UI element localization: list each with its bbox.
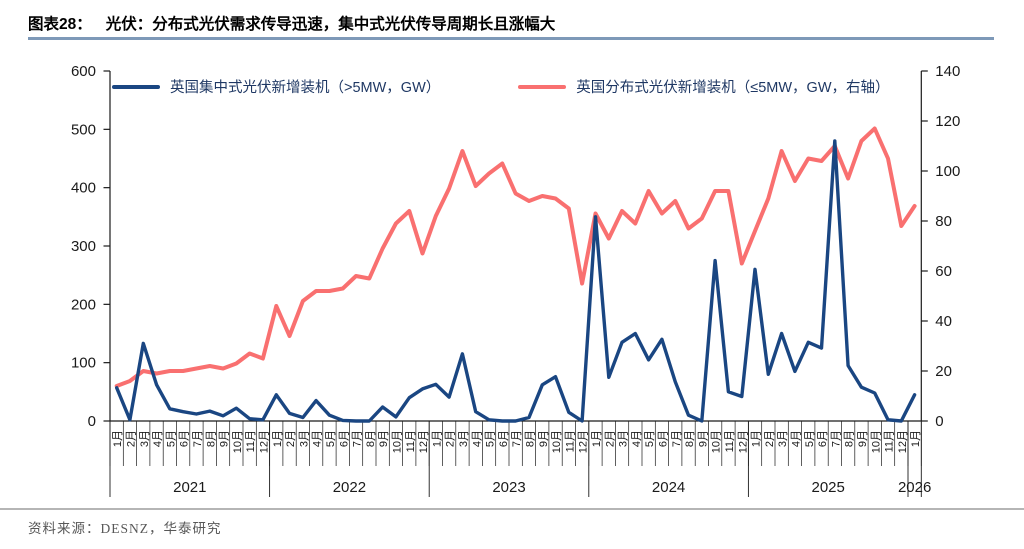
month-label: 5月	[485, 430, 497, 447]
month-label: 10月	[711, 430, 723, 453]
left-axis-tick-label: 100	[71, 355, 96, 372]
year-label: 2025	[812, 479, 845, 496]
chart-title: 图表28： 光伏：分布式光伏需求传导迅速，集中式光伏传导周期长且涨幅大	[28, 12, 555, 34]
figure-number: 图表28：	[28, 16, 92, 33]
left-axis-tick-label: 600	[71, 63, 96, 80]
month-label: 7月	[830, 430, 842, 447]
right-axis-tick-label: 40	[935, 313, 952, 330]
centralized-pv-line	[114, 139, 917, 423]
left-axis-tick-label: 200	[71, 296, 96, 313]
month-label: 9月	[219, 430, 231, 447]
right-axis-tick-label: 140	[935, 63, 960, 80]
footer-rule	[0, 508, 1024, 510]
month-label: 7月	[352, 430, 364, 447]
year-label: 2024	[652, 479, 685, 496]
month-label: 8月	[365, 430, 377, 447]
month-label: 8月	[205, 430, 217, 447]
month-label: 5月	[165, 430, 177, 447]
month-label: 6月	[817, 430, 829, 447]
month-label: 1月	[431, 430, 443, 447]
left-axis-tick-label: 400	[71, 180, 96, 197]
month-label: 11月	[724, 430, 736, 452]
year-label: 2023	[492, 479, 525, 496]
month-label: 3月	[777, 430, 789, 447]
month-label: 1月	[112, 430, 124, 447]
month-label: 10月	[391, 430, 403, 453]
legend-line-sample-centralized	[112, 84, 160, 89]
month-label: 4月	[312, 430, 324, 447]
right-axis-tick-label: 120	[935, 113, 960, 130]
month-label: 12月	[737, 430, 749, 453]
legend-label-distributed: 英国分布式光伏新增装机（≤5MW，GW，右轴）	[576, 80, 890, 96]
month-label: 12月	[258, 430, 270, 453]
month-label: 2月	[445, 430, 457, 447]
right-axis-tick-label: 60	[935, 263, 952, 280]
month-label: 9月	[538, 430, 550, 447]
year-label: 2021	[173, 479, 206, 496]
month-label: 5月	[325, 430, 337, 447]
month-label: 3月	[618, 430, 630, 447]
title-underline	[28, 37, 994, 40]
month-label: 1月	[272, 430, 284, 447]
month-label: 3月	[298, 430, 310, 447]
month-label: 2月	[604, 430, 616, 447]
left-axis-tick-label: 300	[71, 238, 96, 255]
month-label: 12月	[418, 430, 430, 453]
year-label: 2026	[898, 479, 931, 496]
chart-legend: 英国集中式光伏新增装机（>5MW，GW） 英国分布式光伏新增装机（≤5MW，GW…	[112, 76, 890, 97]
month-label: 11月	[245, 430, 257, 452]
month-label: 9月	[697, 430, 709, 447]
right-axis-tick-label: 20	[935, 363, 952, 380]
month-label: 12月	[897, 430, 909, 453]
month-label: 2月	[764, 430, 776, 447]
month-label: 10月	[551, 430, 563, 453]
month-label: 8月	[844, 430, 856, 447]
month-label: 7月	[511, 430, 523, 447]
month-label: 11月	[405, 430, 417, 452]
right-axis-tick-label: 80	[935, 213, 952, 230]
month-label: 3月	[458, 430, 470, 447]
legend-line-sample-distributed	[518, 84, 567, 89]
month-label: 3月	[139, 430, 151, 447]
month-label: 9月	[378, 430, 390, 447]
left-axis-tick-label: 0	[88, 413, 96, 430]
month-label: 1月	[910, 430, 922, 447]
month-label: 5月	[804, 430, 816, 447]
month-label: 4月	[471, 430, 483, 447]
month-label: 4月	[631, 430, 643, 447]
left-axis-tick-label: 500	[71, 121, 96, 138]
month-label: 2月	[125, 430, 137, 447]
legend-label-centralized: 英国集中式光伏新增装机（>5MW，GW）	[170, 80, 441, 96]
source-text: 资料来源：DESNZ，华泰研究	[28, 521, 222, 536]
month-label: 8月	[524, 430, 536, 447]
month-label: 6月	[338, 430, 350, 447]
month-label: 4月	[790, 430, 802, 447]
month-label: 1月	[751, 430, 763, 447]
figure-title-text: 光伏：分布式光伏需求传导迅速，集中式光伏传导周期长且涨幅大	[105, 16, 556, 33]
month-label: 7月	[192, 430, 204, 447]
right-axis-tick-label: 100	[935, 163, 960, 180]
legend-item-centralized: 英国集中式光伏新增装机（>5MW，GW）	[112, 76, 440, 97]
month-label: 11月	[884, 430, 896, 452]
right-axis-tick-label: 0	[935, 413, 943, 430]
month-label: 4月	[152, 430, 164, 447]
month-label: 6月	[179, 430, 191, 447]
month-label: 11月	[564, 430, 576, 452]
month-label: 5月	[644, 430, 656, 447]
month-label: 6月	[657, 430, 669, 447]
legend-item-distributed: 英国分布式光伏新增装机（≤5MW，GW，右轴）	[518, 76, 890, 97]
month-label: 12月	[578, 430, 590, 453]
month-label: 10月	[870, 430, 882, 453]
distributed-pv-line	[114, 126, 917, 388]
month-label: 2月	[285, 430, 297, 447]
month-label: 1月	[591, 430, 603, 447]
month-label: 8月	[684, 430, 696, 447]
month-label: 7月	[671, 430, 683, 447]
month-label: 6月	[498, 430, 510, 447]
year-label: 2022	[333, 479, 366, 496]
month-label: 9月	[857, 430, 869, 447]
month-label: 10月	[232, 430, 244, 453]
